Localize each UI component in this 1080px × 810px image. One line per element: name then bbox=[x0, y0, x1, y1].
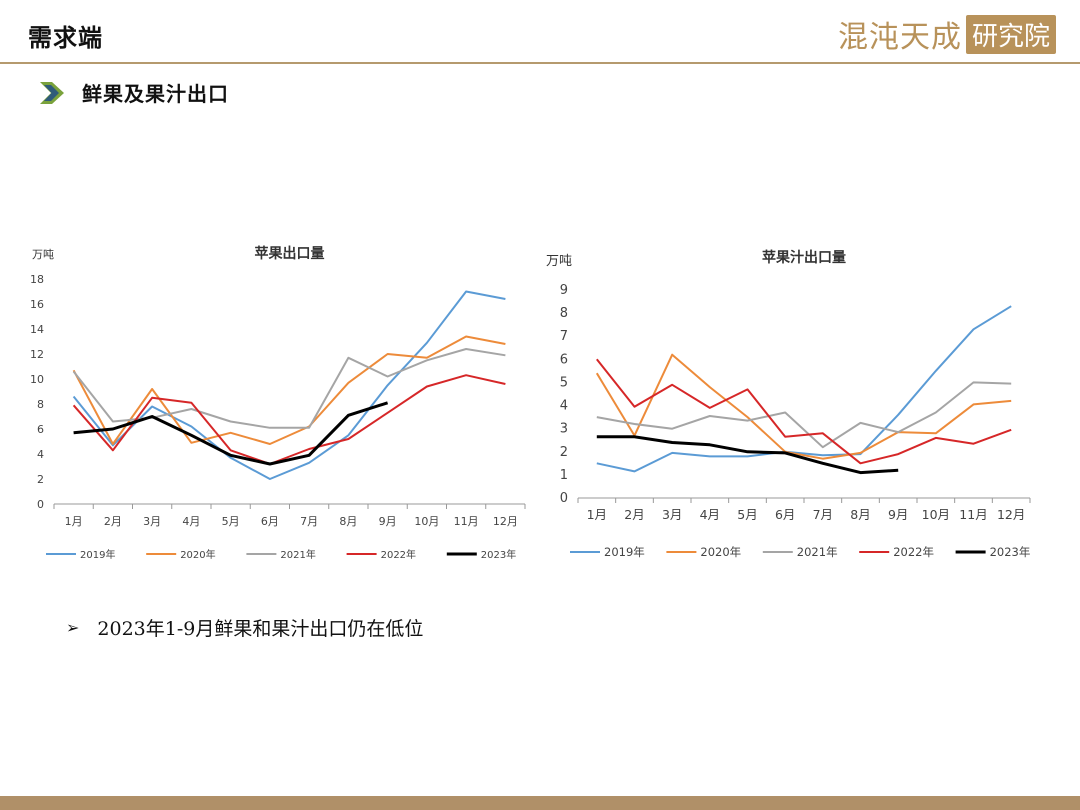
legend-label: 2023年 bbox=[990, 545, 1031, 559]
x-tick-label: 5月 bbox=[222, 515, 240, 528]
y-tick-label: 6 bbox=[37, 423, 44, 436]
y-tick-label: 9 bbox=[560, 283, 568, 298]
x-tick-label: 11月 bbox=[454, 515, 479, 528]
x-tick-label: 7月 bbox=[813, 507, 833, 522]
legend-label: 2021年 bbox=[797, 545, 838, 559]
bullet-text: 2023年1-9月鲜果和果汁出口仍在低位 bbox=[97, 618, 424, 640]
y-tick-label: 2 bbox=[560, 445, 568, 460]
section-heading: 鲜果及果汁出口 bbox=[38, 78, 229, 107]
series-line bbox=[72, 290, 506, 480]
arrow-right-icon: ➢ bbox=[66, 618, 80, 637]
y-tick-label: 7 bbox=[560, 329, 568, 344]
x-tick-label: 8月 bbox=[850, 507, 870, 522]
x-tick-label: 3月 bbox=[662, 507, 682, 522]
chevron-right-icon bbox=[40, 81, 64, 104]
x-tick-label: 1月 bbox=[65, 515, 83, 528]
y-tick-label: 3 bbox=[560, 422, 568, 437]
section-title: 鲜果及果汁出口 bbox=[82, 82, 229, 106]
series-line bbox=[596, 381, 1012, 449]
series-line bbox=[596, 435, 899, 475]
x-tick-label: 6月 bbox=[261, 515, 279, 528]
chart-title: 苹果汁出口量 bbox=[762, 249, 846, 266]
series-line bbox=[595, 353, 1012, 460]
y-tick-label: 16 bbox=[30, 298, 44, 311]
series-line bbox=[73, 401, 389, 466]
y-tick-label: 18 bbox=[30, 273, 44, 286]
legend-label: 2020年 bbox=[700, 545, 741, 559]
y-tick-label: 4 bbox=[37, 448, 44, 461]
legend-label: 2022年 bbox=[381, 548, 416, 561]
y-tick-label: 1 bbox=[560, 468, 568, 483]
x-tick-label: 2月 bbox=[624, 507, 644, 522]
x-tick-label: 9月 bbox=[379, 515, 397, 528]
brand-name: 混沌天成 bbox=[837, 20, 962, 55]
x-tick-label: 2月 bbox=[104, 515, 122, 528]
brand-logo: 混沌天成 研究院 bbox=[837, 14, 1056, 55]
x-tick-label: 12月 bbox=[493, 515, 518, 528]
legend-label: 2019年 bbox=[80, 548, 115, 561]
x-tick-label: 11月 bbox=[959, 507, 987, 522]
series-line bbox=[596, 305, 1012, 473]
y-tick-label: 2 bbox=[37, 473, 44, 486]
page-title: 需求端 bbox=[28, 23, 103, 52]
y-axis-label: 万吨 bbox=[32, 248, 54, 261]
x-tick-label: 7月 bbox=[300, 515, 318, 528]
series-line bbox=[72, 335, 506, 445]
apple-export-chart: 苹果出口量 万吨 0 2 4 6 8 10 12 14 16 18 1月 2月 3月 4月 5月 6月 7月 8月 9月… bbox=[20, 235, 540, 575]
legend-label: 2022年 bbox=[893, 545, 934, 559]
y-tick-label: 8 bbox=[560, 306, 568, 321]
x-tick-label: 3月 bbox=[143, 515, 161, 528]
x-tick-label: 10月 bbox=[414, 515, 439, 528]
y-tick-label: 4 bbox=[560, 399, 568, 414]
x-tick-label: 9月 bbox=[888, 507, 908, 522]
series-line bbox=[72, 374, 506, 465]
x-tick-label: 4月 bbox=[182, 515, 200, 528]
y-tick-label: 5 bbox=[560, 375, 568, 390]
legend-label: 2021年 bbox=[280, 548, 315, 561]
y-tick-label: 10 bbox=[30, 373, 44, 386]
x-tick-label: 12月 bbox=[997, 507, 1025, 522]
y-tick-label: 14 bbox=[30, 323, 44, 336]
x-tick-label: 4月 bbox=[700, 507, 720, 522]
bullet-point: ➢ 2023年1-9月鲜果和果汁出口仍在低位 bbox=[66, 614, 423, 641]
x-tick-label: 5月 bbox=[737, 507, 757, 522]
chart-title: 苹果出口量 bbox=[255, 245, 325, 262]
legend-label: 2020年 bbox=[180, 548, 215, 561]
y-tick-label: 0 bbox=[37, 498, 44, 511]
brand-box: 研究院 bbox=[965, 14, 1056, 54]
y-tick-label: 12 bbox=[30, 348, 44, 361]
legend-label: 2023年 bbox=[481, 548, 516, 561]
legend-label: 2019年 bbox=[604, 545, 645, 559]
header-divider bbox=[0, 62, 1080, 64]
apple-juice-export-chart-svg: 苹果汁出口量 万吨 0 1 2 3 4 5 6 7 8 9 1月 2月 3月 4月 5月 6月 7月 8月 9月 10月 1… bbox=[546, 249, 1031, 559]
apple-export-chart-svg: 苹果出口量 万吨 0 2 4 6 8 10 12 14 16 18 1月 2月 3月 4月 5月 6月 7月 8月 9月… bbox=[30, 245, 526, 561]
y-tick-label: 8 bbox=[37, 398, 44, 411]
y-tick-label: 0 bbox=[560, 491, 568, 506]
x-tick-label: 1月 bbox=[587, 507, 607, 522]
y-tick-label: 6 bbox=[560, 352, 568, 367]
footer-bar bbox=[0, 796, 1080, 810]
y-axis-label: 万吨 bbox=[546, 254, 572, 269]
x-tick-label: 6月 bbox=[775, 507, 795, 522]
series-line bbox=[596, 358, 1012, 465]
apple-juice-export-chart: 苹果汁出口量 万吨 0 1 2 3 4 5 6 7 8 9 1月 2月 3月 4月 5月 6月 7月 8月 9月 10月 1… bbox=[540, 240, 1060, 580]
x-tick-label: 8月 bbox=[339, 515, 357, 528]
x-tick-label: 10月 bbox=[922, 507, 950, 522]
